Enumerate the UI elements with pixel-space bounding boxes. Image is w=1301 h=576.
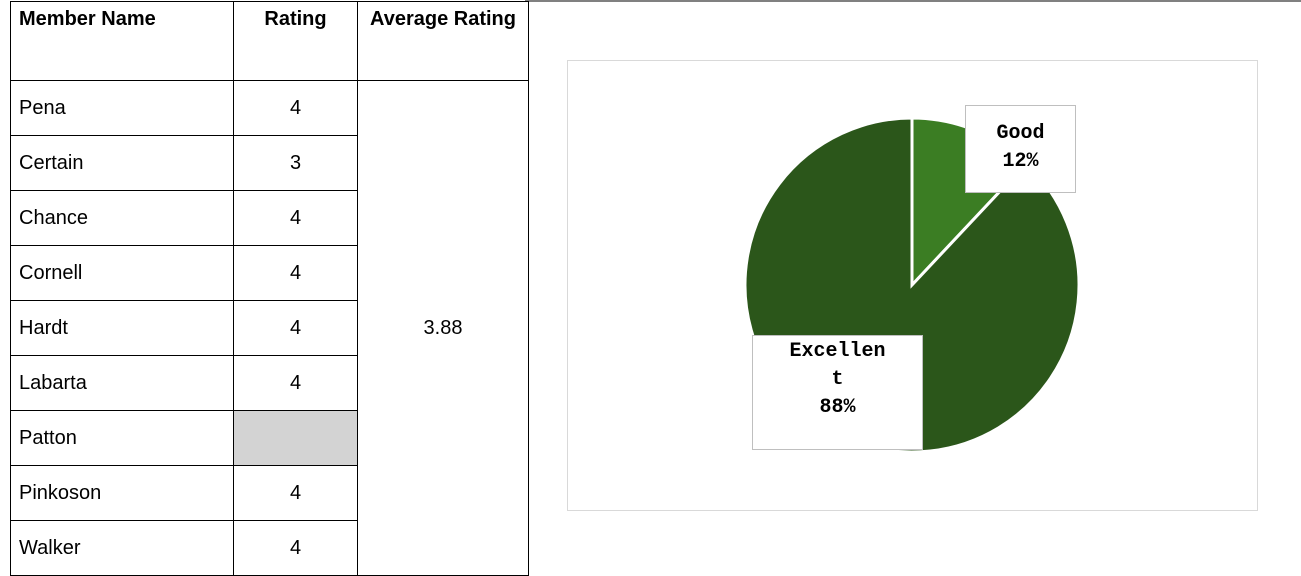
name-cell: Certain (10, 135, 234, 191)
table-row: Pinkoson 4 (10, 465, 529, 521)
label-value: 12% (1002, 150, 1039, 173)
data-label: Good 12% (965, 105, 1076, 193)
rating-cell: 4 (233, 355, 358, 411)
table-row: Labarta 4 (10, 355, 529, 411)
table-row: Pena 4 3.88 (10, 80, 529, 576)
label-name: Good (996, 122, 1045, 145)
name-cell: Labarta (10, 355, 234, 411)
label-value: 88% (819, 396, 856, 419)
name-cell: Patton (10, 410, 234, 466)
header-cell: Average Rating (357, 1, 529, 81)
rating-cell: 4 (233, 80, 358, 136)
header-cell: Rating (233, 1, 358, 81)
name-cell: Cornell (10, 245, 234, 301)
rating-cell: 4 (233, 465, 358, 521)
name-cell: Pinkoson (10, 465, 234, 521)
header-cell: Member Name (10, 1, 234, 81)
table-row: Hardt 4 (10, 300, 529, 356)
table-row: Patton (10, 410, 529, 466)
rating-cell: 3 (233, 135, 358, 191)
name-cell: Chance (10, 190, 234, 246)
rating-cell (233, 410, 358, 466)
average-cell: 3.88 (357, 80, 529, 576)
name-cell: Hardt (10, 300, 234, 356)
data-label: Excellent 88% (752, 335, 923, 450)
name-cell: Walker (10, 520, 234, 576)
rating-cell: 4 (233, 300, 358, 356)
label-name: Excellent (789, 340, 886, 391)
name-cell: Pena (10, 80, 234, 136)
rating-cell: 4 (233, 245, 358, 301)
rating-cell: 4 (233, 190, 358, 246)
rating-table: Member Name Rating Average Rating Pena 4 3… (10, 1, 529, 576)
rating-cell: 4 (233, 520, 358, 576)
table-row: Cornell 4 (10, 245, 529, 301)
